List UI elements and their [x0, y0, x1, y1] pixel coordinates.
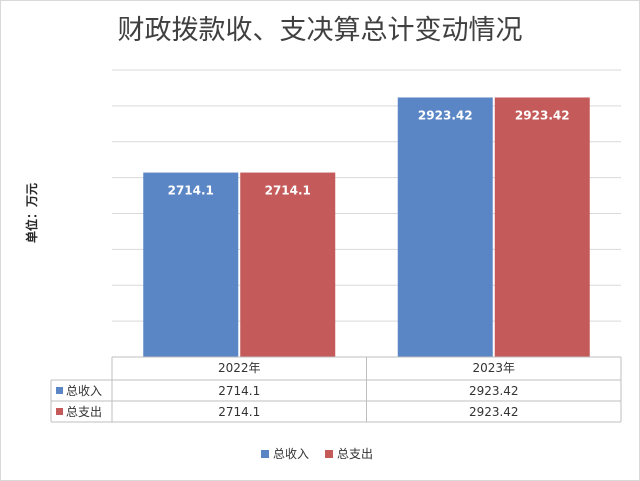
data-label-总支出-2023年: 2923.42 — [515, 108, 570, 122]
legend-key-总收入 — [261, 450, 269, 458]
bar-总收入-2022年 — [143, 172, 239, 357]
y-axis-label: 单位：万元 — [24, 183, 39, 243]
table-cell-总收入-2022年: 2714.1 — [218, 384, 260, 398]
legend-label-总收入: 总收入 — [273, 447, 309, 461]
legend: 总收入 总支出 — [261, 447, 373, 461]
table-legend-key-总收入 — [56, 387, 63, 394]
data-label-总支出-2022年: 2714.1 — [265, 184, 311, 198]
table-cell-总收入-2023年: 2923.42 — [469, 384, 519, 398]
table-row-label-总收入: 总收入 — [66, 384, 102, 398]
table-row-label-总支出: 总支出 — [66, 405, 102, 419]
bar-总收入-2023年 — [397, 97, 493, 357]
data-labels: 2714.1 2714.1 2923.42 2923.42 — [168, 108, 570, 197]
legend-key-总支出 — [325, 450, 333, 458]
table-header-2022年: 2022年 — [218, 361, 261, 375]
data-label-总收入-2022年: 2714.1 — [168, 184, 214, 198]
bar-总支出-2022年 — [240, 172, 336, 357]
table-cell-总支出-2023年: 2923.42 — [469, 405, 519, 419]
bars — [143, 97, 590, 357]
table-cell-总支出-2022年: 2714.1 — [218, 405, 260, 419]
bar-总支出-2023年 — [494, 97, 590, 357]
chart-title: 财政拨款收、支决算总计变动情况 — [118, 15, 523, 46]
legend-label-总支出: 总支出 — [337, 447, 373, 461]
table-legend-key-总支出 — [56, 408, 63, 415]
table-header-2023年: 2023年 — [472, 361, 515, 375]
data-label-总收入-2023年: 2923.42 — [418, 108, 473, 122]
